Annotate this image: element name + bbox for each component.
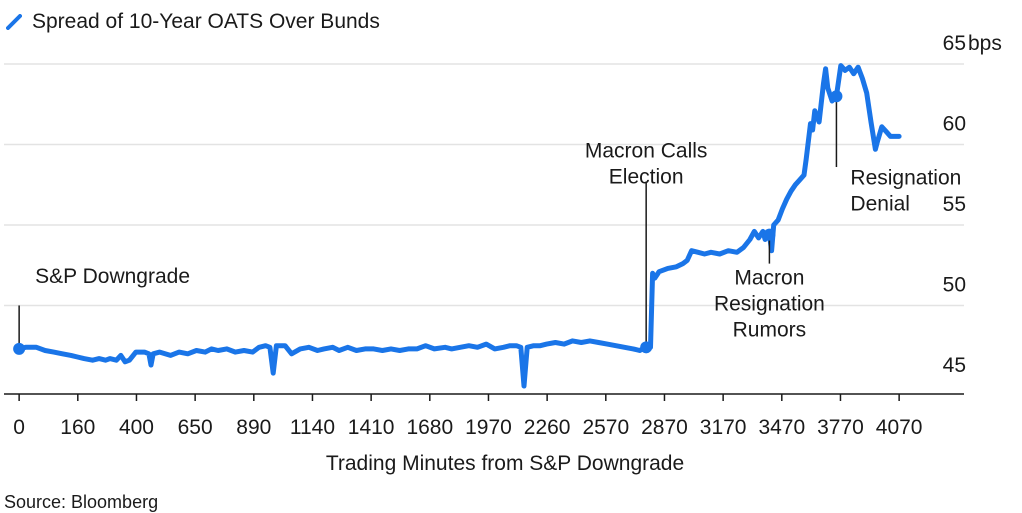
x-tick-label: 2870 [641,416,688,439]
x-axis-label: Trading Minutes from S&P Downgrade [325,452,685,475]
series-line [16,63,902,389]
x-tick-label: 2260 [524,416,571,439]
y-tick-label: 45 [943,354,966,377]
x-axis: 0 160 400 650 890 1140 1410 1680 1970 2260 2570 287… [13,394,922,439]
x-tick-label: 890 [236,416,271,439]
x-tick-label: 4070 [876,416,923,439]
annotation-label: Election [609,165,684,188]
x-tick-label: 1140 [290,416,335,439]
gridlines [4,63,964,307]
y-tick-label: 55 [943,193,966,216]
event-marker [763,228,776,241]
annotation-label: Resignation [850,167,961,190]
x-tick-label: 0 [13,416,25,439]
x-tick-label: 1680 [406,416,453,439]
event-marker [13,342,26,355]
chart-title: Spread of 10-Year OATS Over Bunds [32,10,380,33]
y-tick-label: 65 [943,32,966,55]
x-tick-label: 650 [178,416,213,439]
legend: Spread of 10-Year OATS Over Bunds [6,10,380,34]
x-tick-label: 3470 [758,416,805,439]
annotation-label: Resignation [714,293,825,316]
y-tick-label: 60 [943,112,966,135]
x-tick-label: 2570 [582,416,629,439]
markers [13,90,843,355]
y-tick-label: 50 [943,273,966,296]
x-tick-label: 3170 [700,416,747,439]
x-tick-label: 1410 [348,416,395,439]
legend-swatch [6,14,22,30]
x-tick-label: 400 [119,416,154,439]
annotations: S&P Downgrade Macron Calls Election Macron R… [18,96,961,349]
annotation-label: S&P Downgrade [35,265,190,288]
y-unit-label: bps [968,32,1002,55]
source-note: Source: Bloomberg [4,492,159,512]
annotation-label: Rumors [733,319,807,342]
event-marker [640,341,653,354]
x-tick-label: 3770 [817,416,864,439]
x-tick-label: 160 [60,416,95,439]
annotation-label: Macron Calls [585,139,708,162]
annotation-label: Denial [850,193,910,216]
event-marker [830,90,843,103]
y-axis: 45 50 55 60 65 bps [943,32,1002,377]
x-tick-label: 1970 [465,416,512,439]
annotation-label: Macron [734,267,804,290]
